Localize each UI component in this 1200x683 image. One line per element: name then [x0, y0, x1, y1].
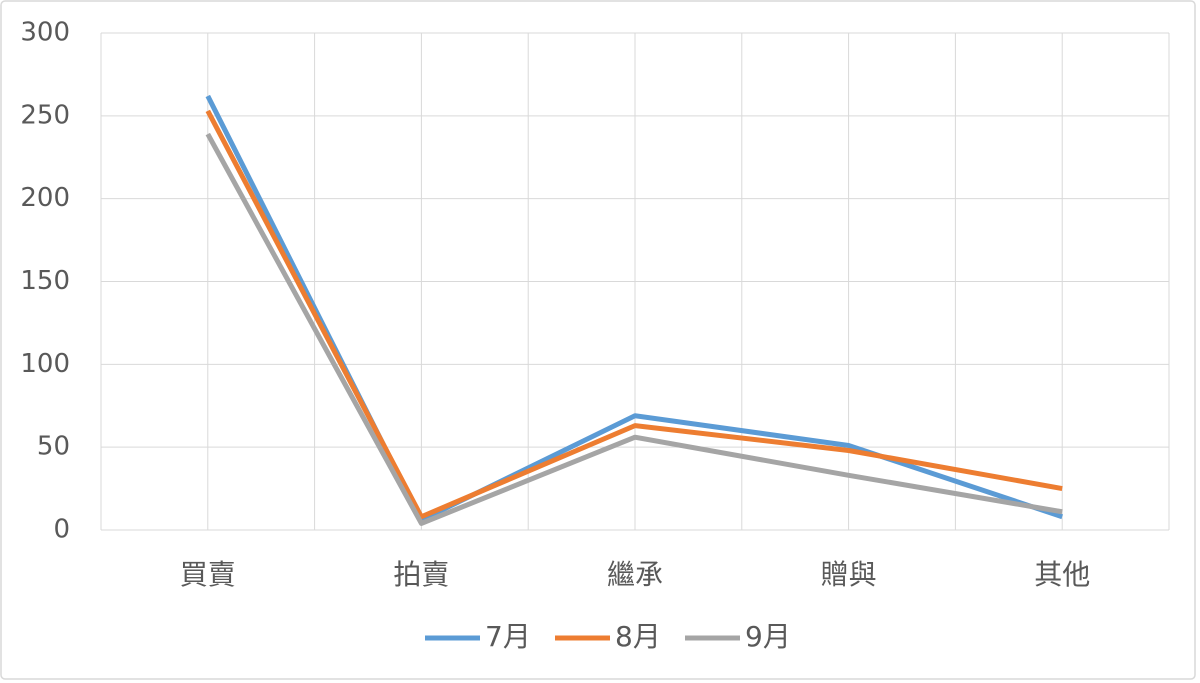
y-tick-label: 150 [20, 266, 70, 296]
y-tick-label: 100 [20, 349, 70, 379]
x-tick-label: 贈與 [821, 558, 877, 591]
x-tick-label: 拍賣 [393, 558, 449, 591]
y-tick-label: 200 [20, 183, 70, 213]
x-tick-label: 買賣 [180, 558, 236, 591]
series-line [205, 132, 1063, 526]
legend-label: 7月 [485, 620, 531, 653]
x-tick-label: 其他 [1034, 558, 1090, 591]
y-tick-label: 300 [20, 18, 70, 48]
y-tick-label: 250 [20, 100, 70, 130]
y-tick-label: 50 [37, 432, 70, 462]
legend-label: 8月 [615, 620, 661, 653]
x-tick-label: 繼承 [607, 558, 663, 591]
y-tick-label: 0 [53, 515, 70, 545]
series-line [205, 109, 1063, 520]
legend-label: 9月 [745, 620, 791, 653]
